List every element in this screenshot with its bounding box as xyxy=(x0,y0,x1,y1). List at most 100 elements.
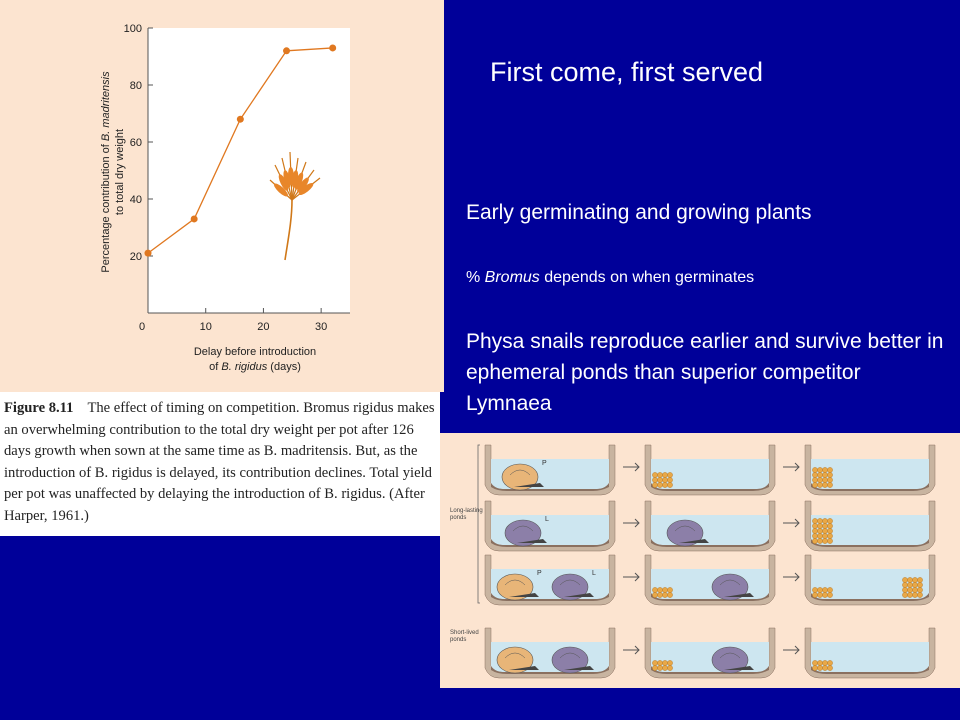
snail-shell xyxy=(496,573,534,601)
pond-water xyxy=(811,569,929,599)
egg xyxy=(652,587,658,593)
egg xyxy=(907,592,913,598)
pond-water xyxy=(811,642,929,672)
pond-floor xyxy=(651,483,769,491)
x-tick-label: 30 xyxy=(315,321,327,333)
pond-floor xyxy=(651,593,769,601)
snail-shell xyxy=(711,646,749,674)
pond-floor xyxy=(651,666,769,674)
egg xyxy=(812,538,818,544)
pond-floor xyxy=(811,539,929,547)
snail xyxy=(496,646,539,674)
data-point xyxy=(329,44,337,52)
egg xyxy=(662,477,668,483)
snail-shell-whorl xyxy=(674,525,696,532)
egg xyxy=(822,665,828,671)
egg xyxy=(827,518,833,524)
snail-foot xyxy=(564,666,594,670)
plot-area xyxy=(148,28,350,313)
plant-spikelet xyxy=(278,174,289,191)
egg xyxy=(912,592,918,598)
bullet-bromus-percent: % Bromus depends on when germinates xyxy=(466,269,754,287)
snail-shell xyxy=(711,573,749,601)
egg-mass xyxy=(812,587,833,598)
y-tick-label: 100 xyxy=(124,23,142,35)
egg xyxy=(822,523,828,529)
egg xyxy=(812,518,818,524)
slide-title: First come, first served xyxy=(490,57,764,87)
egg-mass xyxy=(812,660,833,671)
egg xyxy=(822,472,828,478)
egg xyxy=(817,477,823,483)
egg xyxy=(662,587,668,593)
snail-foot xyxy=(564,593,594,597)
data-point xyxy=(144,249,152,257)
egg xyxy=(822,592,828,598)
snail-letter: P xyxy=(542,460,547,467)
pond: P xyxy=(484,444,616,496)
snail-shell xyxy=(666,519,704,547)
snail-shell-whorl xyxy=(504,579,526,586)
pond-floor xyxy=(811,593,929,601)
egg xyxy=(822,528,828,534)
snail-letter: L xyxy=(592,570,596,577)
plant-stem xyxy=(284,199,293,261)
egg xyxy=(812,660,818,666)
egg xyxy=(827,660,833,666)
egg xyxy=(902,582,908,588)
egg xyxy=(652,472,658,478)
x-axis-label: Delay before introduction xyxy=(194,346,316,358)
egg xyxy=(812,482,818,488)
egg xyxy=(822,477,828,483)
egg xyxy=(827,467,833,473)
egg xyxy=(822,660,828,666)
egg xyxy=(817,472,823,478)
egg xyxy=(817,660,823,666)
egg xyxy=(827,665,833,671)
bullet2-genus: Bromus xyxy=(484,269,540,286)
snail-foot xyxy=(517,539,547,543)
egg-mass xyxy=(902,577,923,598)
y-axis-label-line2: to total dry weight xyxy=(114,129,126,215)
egg xyxy=(827,472,833,478)
bullet-physa-snails: Physa snails reproduce earlier and survi… xyxy=(466,330,944,415)
egg xyxy=(657,587,663,593)
figure-panel: 20 40 60 80 100 0 10 20 30 Percentage contributio… xyxy=(0,0,444,392)
egg xyxy=(902,592,908,598)
figure-caption: Figure 8.11 The effect of timing on compe… xyxy=(0,392,440,536)
bullet2-prefix: % xyxy=(466,269,485,286)
pond xyxy=(804,444,936,496)
pond xyxy=(484,627,616,679)
chart: 20 40 60 80 100 0 10 20 30 Percentage contributio… xyxy=(100,23,350,373)
egg xyxy=(912,582,918,588)
snail-shell-whorl xyxy=(512,525,534,532)
egg xyxy=(652,592,658,598)
egg xyxy=(817,523,823,529)
egg xyxy=(822,467,828,473)
snail: L xyxy=(504,516,549,547)
egg xyxy=(662,472,668,478)
egg xyxy=(822,533,828,539)
egg xyxy=(667,482,673,488)
egg xyxy=(662,592,668,598)
plant-spikelet xyxy=(283,170,291,188)
y-tick-label: 80 xyxy=(130,80,142,92)
egg xyxy=(812,523,818,529)
snail-shell xyxy=(504,519,542,547)
plant-spikelet xyxy=(274,183,288,197)
egg xyxy=(827,528,833,534)
egg xyxy=(812,533,818,539)
egg xyxy=(667,592,673,598)
snail-shell-whorl xyxy=(509,469,531,476)
label-long-lasting-ponds: Long-lasting ponds xyxy=(450,508,483,521)
egg xyxy=(812,467,818,473)
egg xyxy=(822,482,828,488)
egg xyxy=(917,577,923,583)
egg xyxy=(827,533,833,539)
egg xyxy=(652,660,658,666)
snail-letter: L xyxy=(545,516,549,523)
egg xyxy=(667,587,673,593)
snail-foot xyxy=(724,593,754,597)
egg xyxy=(667,477,673,483)
